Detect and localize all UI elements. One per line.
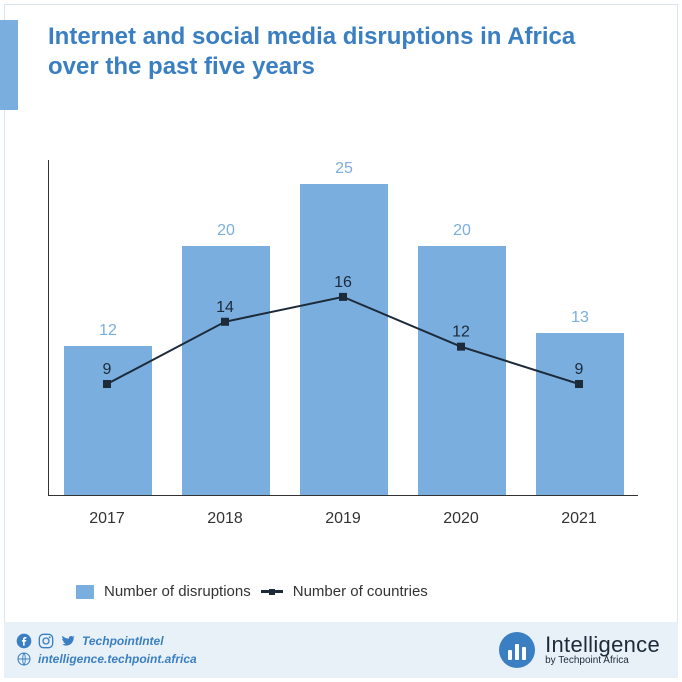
- chart-area: 1220252013 91416129 20172018201920202021: [48, 160, 638, 540]
- svg-text:14: 14: [216, 299, 234, 316]
- twitter-icon: [60, 633, 76, 649]
- facebook-icon: [16, 633, 32, 649]
- legend-bar-swatch: [76, 585, 94, 599]
- chart-title: Internet and social media disruptions in…: [48, 22, 608, 82]
- brand-main: Intelligence: [545, 634, 660, 656]
- x-axis-label: 2020: [431, 510, 491, 528]
- x-axis-label: 2017: [77, 510, 137, 528]
- instagram-icon: [38, 633, 54, 649]
- footer-handle: TechpointIntel: [82, 634, 164, 648]
- logo-icon: [499, 632, 535, 668]
- accent-bar: [0, 20, 18, 110]
- footer-url: intelligence.techpoint.africa: [38, 652, 197, 666]
- brand-sub: by Techpoint Africa: [545, 656, 660, 666]
- globe-icon: [16, 651, 32, 667]
- legend: Number of disruptions Number of countrie…: [76, 583, 428, 600]
- footer-left: TechpointIntel intelligence.techpoint.af…: [16, 633, 197, 667]
- svg-text:16: 16: [334, 274, 352, 291]
- legend-bar-label: Number of disruptions: [104, 583, 251, 600]
- x-axis-label: 2018: [195, 510, 255, 528]
- svg-text:12: 12: [452, 324, 470, 341]
- line-series: 9 14 16 12 9: [48, 160, 638, 496]
- footer-right: Intelligence by Techpoint Africa: [499, 632, 660, 668]
- legend-line-label: Number of countries: [293, 583, 428, 600]
- x-axis-label: 2019: [313, 510, 373, 528]
- svg-text:9: 9: [575, 361, 584, 378]
- logo-text: Intelligence by Techpoint Africa: [545, 634, 660, 666]
- svg-text:9: 9: [103, 361, 112, 378]
- footer: TechpointIntel intelligence.techpoint.af…: [4, 622, 678, 678]
- legend-line-swatch: [261, 590, 283, 593]
- x-axis-label: 2021: [549, 510, 609, 528]
